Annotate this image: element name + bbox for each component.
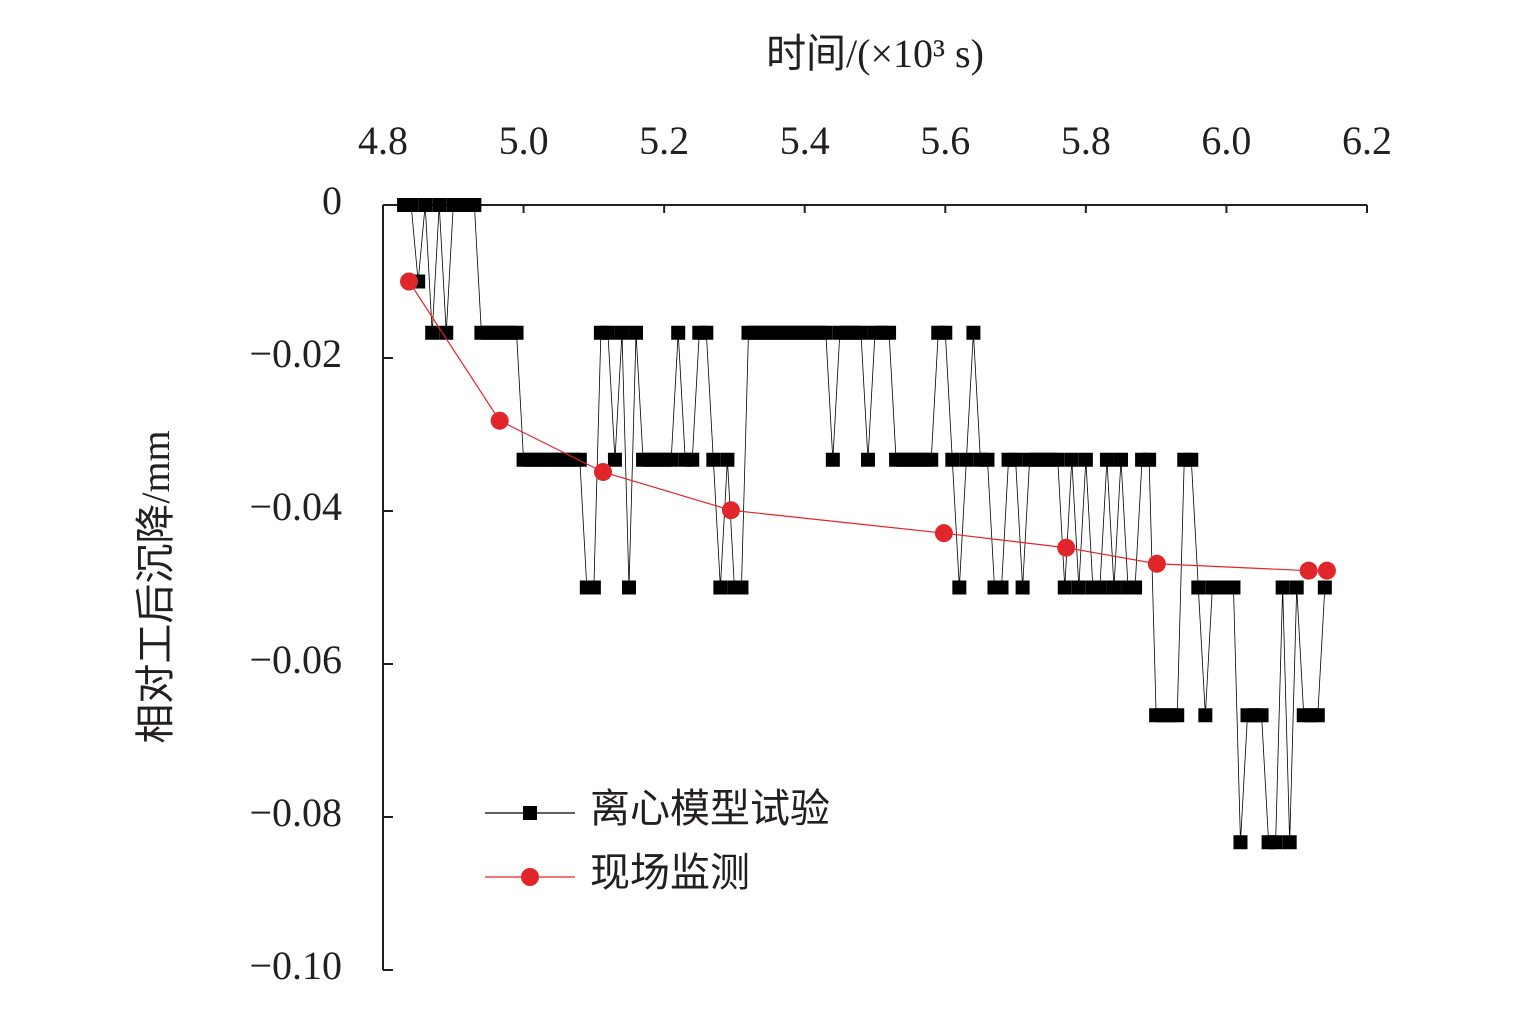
- legend-marker: [521, 868, 539, 886]
- marker-square: [713, 580, 728, 595]
- marker-square: [1268, 835, 1283, 850]
- marker-square: [1008, 452, 1023, 467]
- marker-square: [404, 198, 419, 212]
- x-tick-label: 5.8: [1061, 118, 1111, 163]
- marker-square: [994, 580, 1009, 595]
- legend-label: 离心模型试验: [590, 786, 830, 831]
- marker-square: [586, 580, 601, 595]
- marker-square: [572, 452, 587, 467]
- series-line: [404, 204, 1326, 843]
- marker-square: [600, 325, 615, 340]
- marker-square: [1226, 580, 1241, 595]
- marker-square: [629, 325, 644, 340]
- marker-square: [1289, 580, 1304, 595]
- marker-square: [825, 452, 840, 467]
- marker-square: [1191, 580, 1206, 595]
- y-tick-label: −0.04: [249, 484, 342, 529]
- legend-label: 现场监测: [590, 850, 750, 895]
- marker-square: [1057, 580, 1072, 595]
- marker-square: [425, 325, 440, 340]
- marker-square: [860, 452, 875, 467]
- marker-square: [614, 325, 629, 340]
- legend-marker: [523, 806, 537, 820]
- marker-square: [1092, 580, 1107, 595]
- marker-square: [1064, 452, 1079, 467]
- marker-circle: [490, 411, 509, 430]
- marker-square: [924, 452, 939, 467]
- marker-square: [418, 198, 433, 212]
- marker-circle: [934, 524, 953, 543]
- marker-circle: [1317, 561, 1336, 580]
- y-tick-label: −0.06: [249, 637, 342, 682]
- marker-circle: [1147, 554, 1166, 573]
- marker-square: [1050, 452, 1065, 467]
- marker-square: [720, 452, 735, 467]
- marker-square: [1184, 452, 1199, 467]
- marker-square: [1233, 835, 1248, 850]
- marker-square: [882, 325, 897, 340]
- y-tick-label: 0: [322, 178, 342, 223]
- x-tick-label: 5.2: [639, 118, 689, 163]
- marker-square: [853, 325, 868, 340]
- x-tick-label: 5.6: [920, 118, 970, 163]
- marker-square: [959, 452, 974, 467]
- x-tick-label: 4.8: [358, 118, 408, 163]
- y-tick-label: −0.08: [249, 790, 342, 835]
- y-tick-label: −0.02: [249, 331, 342, 376]
- marker-square: [938, 325, 953, 340]
- marker-square: [1254, 708, 1269, 723]
- marker-square: [980, 452, 995, 467]
- marker-square: [1275, 580, 1290, 595]
- marker-square: [432, 198, 447, 212]
- marker-square: [1142, 452, 1157, 467]
- marker-square: [1317, 580, 1332, 595]
- marker-square: [1114, 452, 1128, 467]
- series-line: [408, 281, 1327, 572]
- marker-square: [699, 325, 714, 340]
- marker-square: [952, 580, 967, 595]
- marker-square: [1106, 580, 1121, 595]
- y-axis-title: 相对工后沉降/mm: [133, 430, 178, 743]
- marker-square: [818, 325, 833, 340]
- marker-circle: [593, 462, 612, 481]
- marker-square: [509, 325, 524, 340]
- x-axis-title: 时间/(×10³ s): [766, 31, 984, 76]
- marker-square: [1015, 580, 1030, 595]
- marker-square: [1282, 835, 1297, 850]
- marker-square: [734, 580, 749, 595]
- marker-circle: [721, 501, 740, 520]
- marker-square: [1128, 580, 1143, 595]
- marker-square: [1170, 708, 1185, 723]
- marker-square: [966, 325, 981, 340]
- marker-square: [622, 580, 636, 595]
- marker-square: [1310, 708, 1325, 723]
- y-tick-label: −0.10: [249, 943, 342, 988]
- marker-square: [945, 452, 960, 467]
- x-tick-label: 5.4: [780, 118, 830, 163]
- marker-square: [664, 452, 679, 467]
- marker-circle: [1057, 538, 1076, 557]
- x-tick-label: 5.0: [499, 118, 549, 163]
- marker-square: [1198, 708, 1213, 723]
- x-tick-label: 6.0: [1201, 118, 1251, 163]
- marker-square: [1078, 452, 1093, 467]
- x-tick-label: 6.2: [1342, 118, 1392, 163]
- marker-square: [607, 452, 622, 467]
- marker-circle: [1299, 561, 1318, 580]
- marker-square: [685, 452, 700, 467]
- marker-square: [1099, 452, 1114, 467]
- marker-square: [1071, 580, 1086, 595]
- marker-square: [671, 325, 686, 340]
- marker-square: [706, 452, 721, 467]
- marker-square: [467, 198, 482, 212]
- marker-square: [439, 325, 454, 340]
- marker-circle: [400, 272, 419, 291]
